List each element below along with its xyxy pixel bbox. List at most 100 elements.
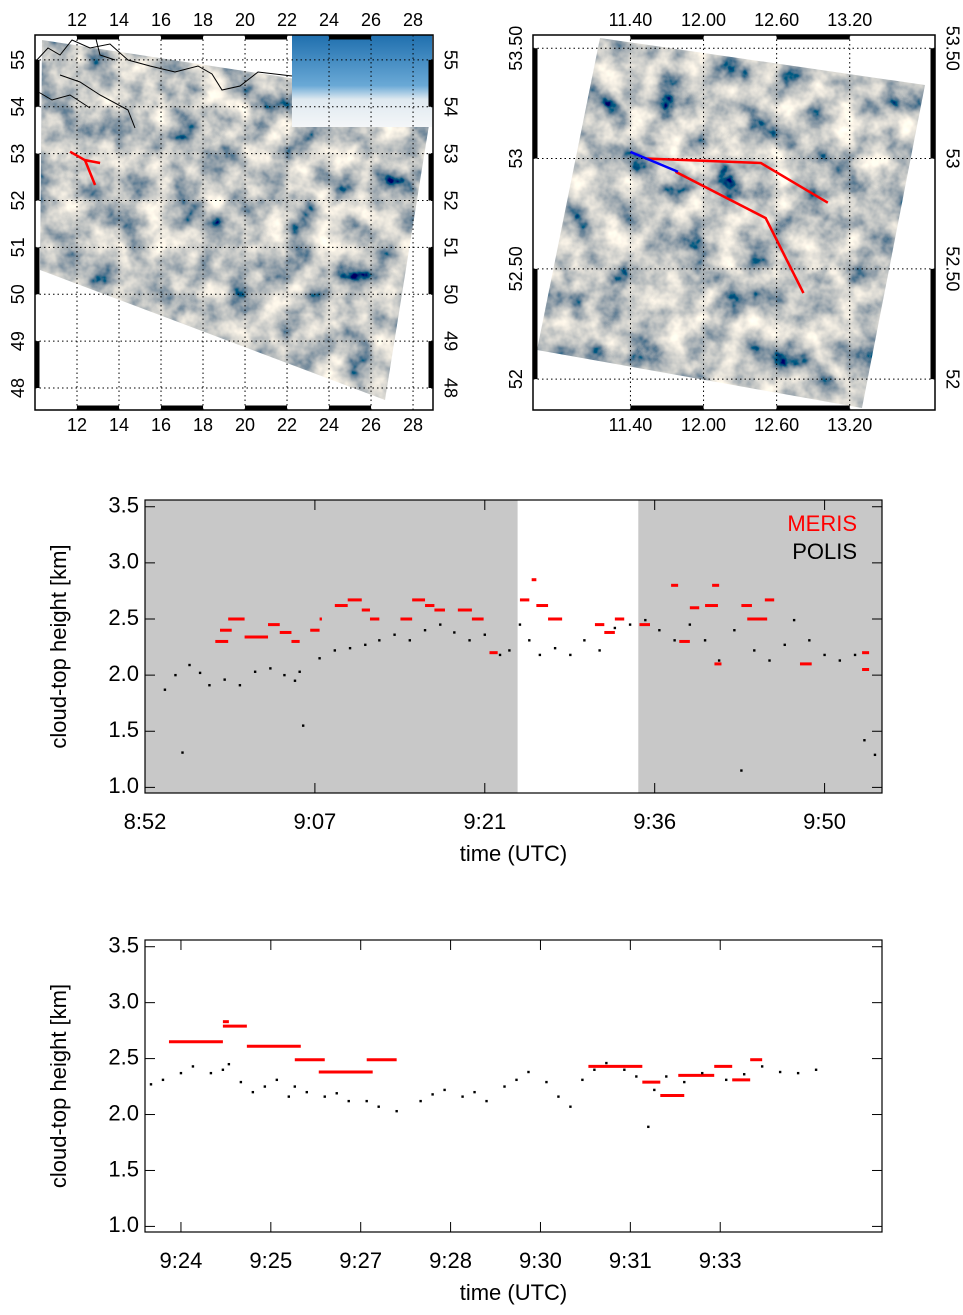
polis-point <box>161 1078 165 1082</box>
map-frame <box>532 34 936 411</box>
x-tick-label: 11.40 <box>609 10 653 30</box>
polis-point <box>181 751 184 754</box>
x-tick-label: 14 <box>109 10 129 30</box>
y-tick-label: 2.5 <box>108 1044 139 1069</box>
polis-point <box>269 667 272 670</box>
flight-track <box>83 159 97 186</box>
polis-point <box>569 1105 572 1108</box>
plot-frame <box>144 499 883 794</box>
x-tick-label: 18 <box>193 415 213 435</box>
zoom-map: 11.40 11.40 12.00 12.00 12.60 12.60 13.20 13.20… <box>506 10 963 435</box>
y-tick-label: 55 <box>8 50 28 70</box>
x-axis-label: time (UTC) <box>460 841 568 866</box>
satellite-image <box>40 40 433 400</box>
x-tick-label: 9:31 <box>609 1248 652 1273</box>
polis-point <box>174 673 177 677</box>
polis-point <box>335 1092 338 1095</box>
polis-point <box>717 659 721 662</box>
y-tick-label: 55 <box>440 50 460 70</box>
polis-point <box>683 1080 686 1084</box>
polis-point <box>419 1099 422 1103</box>
polis-point <box>740 769 743 772</box>
x-tick-label: 26 <box>361 10 381 30</box>
polis-point <box>208 684 211 687</box>
polis-point <box>538 653 542 657</box>
y-tick-label: 53 <box>8 144 28 164</box>
polis-point <box>364 643 367 647</box>
polis-point <box>814 1068 818 1071</box>
plot-frame <box>144 939 883 1233</box>
polis-point <box>753 649 756 652</box>
polis-point <box>733 629 736 632</box>
polis-point <box>439 623 442 626</box>
polis-point <box>251 1090 255 1094</box>
polis-point <box>443 1088 446 1092</box>
y-axis-label: cloud-top height [km] <box>46 984 71 1188</box>
y-tick-label: 1.5 <box>108 1156 139 1181</box>
x-tick-label: 24 <box>319 415 339 435</box>
y-tick-label: 52 <box>942 369 962 389</box>
flight-track <box>629 150 679 173</box>
x-tick-label: 13.20 <box>827 10 872 30</box>
polis-point <box>305 1090 308 1094</box>
polis-point <box>569 653 572 657</box>
polis-point <box>287 1095 291 1098</box>
polis-point <box>209 1071 213 1075</box>
polis-point <box>198 671 202 675</box>
polis-point <box>163 688 167 691</box>
overview-map: 12 12 14 14 16 16 18 18 20 20 22 22 24 24 26 26 28 28 48 48… <box>8 10 461 435</box>
polis-point <box>191 1065 195 1068</box>
coastline <box>34 34 293 129</box>
time-series-chart: 9:24 9:25 9:27 9:28 9:30 9:31 9:33 1.0 1.5 2.0 2.5… <box>46 933 883 1305</box>
x-tick-label: 24 <box>319 10 339 30</box>
y-tick-label: 1.0 <box>108 773 139 798</box>
polis-point <box>644 618 647 622</box>
y-tick-label: 3.5 <box>108 933 139 958</box>
polis-point <box>301 724 305 727</box>
polis-point <box>498 653 502 657</box>
y-tick-label: 53.50 <box>942 26 962 71</box>
polis-point <box>503 1085 506 1088</box>
polis-point <box>453 631 456 634</box>
polis-point <box>742 1073 746 1076</box>
polis-point <box>647 1125 650 1129</box>
y-tick-label: 50 <box>440 284 460 304</box>
polis-point <box>298 670 301 673</box>
polis-point <box>221 1068 225 1071</box>
polis-point <box>431 1093 434 1096</box>
polis-point <box>275 1078 279 1082</box>
polis-point <box>238 684 242 687</box>
polis-point <box>665 1075 668 1078</box>
polis-point <box>293 679 297 682</box>
y-tick-label: 52 <box>8 190 28 210</box>
x-tick-label: 9:33 <box>699 1248 742 1273</box>
shaded-span <box>638 500 882 793</box>
polis-point <box>223 678 226 681</box>
polis-point <box>796 1071 800 1075</box>
x-tick-label: 9:28 <box>429 1248 472 1273</box>
polis-point <box>515 1078 518 1082</box>
y-tick-label: 51 <box>440 237 460 257</box>
polis-point <box>149 1083 153 1086</box>
y-tick-label: 49 <box>8 331 28 351</box>
polis-point <box>283 673 286 677</box>
y-tick-label: 1.5 <box>108 717 139 742</box>
x-tick-label: 9:25 <box>249 1248 292 1273</box>
x-tick-label: 12.00 <box>681 10 726 30</box>
x-tick-label: 12 <box>67 415 87 435</box>
polis-point <box>179 1071 183 1075</box>
legend-label: MERIS <box>787 511 857 536</box>
polis-point <box>635 1075 638 1078</box>
x-tick-label: 9:21 <box>463 809 506 834</box>
polis-point <box>768 659 771 662</box>
x-tick-label: 22 <box>277 415 297 435</box>
x-tick-label: 9:36 <box>633 809 676 834</box>
polis-point <box>318 657 321 660</box>
x-axis-label: time (UTC) <box>460 1280 568 1305</box>
x-tick-label: 16 <box>151 10 171 30</box>
polis-point <box>461 1095 464 1098</box>
polis-point <box>408 639 412 642</box>
polis-point <box>347 1099 350 1103</box>
polis-point <box>778 1070 782 1074</box>
